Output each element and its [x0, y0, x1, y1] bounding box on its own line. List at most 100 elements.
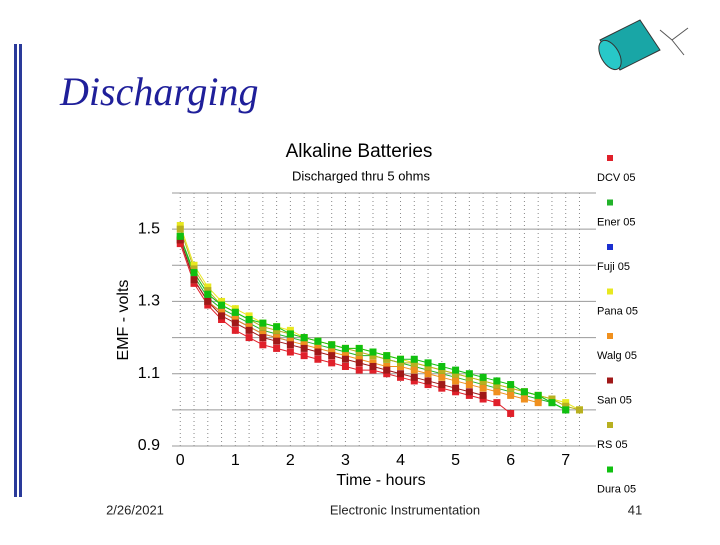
- point: [300, 337, 308, 345]
- point: [438, 366, 446, 374]
- point: [204, 294, 212, 302]
- point: [424, 359, 432, 367]
- point: [314, 344, 322, 352]
- point: [479, 384, 487, 392]
- point: [231, 308, 239, 316]
- point: [493, 384, 501, 392]
- point: [534, 395, 542, 403]
- point: [369, 366, 377, 374]
- point: [328, 348, 336, 356]
- point: [259, 323, 267, 331]
- point: [465, 373, 473, 381]
- point: [465, 391, 473, 399]
- x-tick-label: 5: [451, 452, 460, 469]
- point: [231, 326, 239, 334]
- legend-swatch: [607, 377, 613, 384]
- footer-course: Electronic Instrumentation: [330, 502, 480, 517]
- point: [369, 348, 377, 356]
- point: [452, 377, 460, 385]
- point: [273, 330, 281, 338]
- slide-title: Discharging: [59, 69, 259, 114]
- point: [410, 366, 418, 374]
- point: [245, 334, 253, 342]
- point: [452, 384, 460, 392]
- legend-swatch: [607, 333, 613, 339]
- point: [190, 265, 198, 273]
- point: [562, 399, 570, 407]
- chart-subtitle: Discharged thru 5 ohms: [292, 168, 431, 183]
- point: [300, 352, 308, 360]
- point: [355, 352, 363, 360]
- point: [534, 399, 542, 407]
- point: [452, 366, 460, 374]
- point: [204, 290, 212, 298]
- point: [383, 370, 391, 378]
- legend-label: DCV 05: [597, 172, 636, 184]
- x-tick-label: 0: [176, 452, 185, 469]
- point: [245, 323, 253, 331]
- point: [465, 370, 473, 378]
- point: [204, 283, 212, 291]
- point: [314, 348, 322, 356]
- point: [507, 384, 515, 392]
- point: [314, 355, 322, 363]
- series-line: [179, 225, 580, 411]
- y-tick-label: 0.9: [138, 437, 160, 454]
- point: [176, 232, 184, 240]
- point: [355, 355, 363, 363]
- point: [493, 388, 501, 396]
- point: [259, 326, 267, 334]
- point: [424, 381, 432, 389]
- legend-label: Dura 05: [597, 483, 636, 495]
- point: [383, 352, 391, 360]
- legend-label: San 05: [597, 394, 632, 406]
- point: [438, 362, 446, 370]
- point: [341, 362, 349, 370]
- point: [341, 352, 349, 360]
- point: [218, 297, 226, 305]
- point: [204, 297, 212, 305]
- legend-swatch: [607, 199, 613, 206]
- point: [424, 362, 432, 370]
- point: [507, 391, 515, 399]
- point: [314, 337, 322, 345]
- point: [424, 370, 432, 378]
- point: [245, 316, 253, 323]
- point: [424, 366, 432, 374]
- point: [176, 222, 184, 230]
- point: [176, 236, 184, 244]
- point: [575, 406, 583, 414]
- x-tick-label: 6: [506, 452, 515, 469]
- point: [190, 272, 198, 280]
- point: [479, 381, 487, 389]
- point: [300, 341, 308, 349]
- legend-swatch: [607, 155, 613, 161]
- point: [218, 316, 226, 323]
- point: [507, 381, 515, 389]
- point: [562, 406, 570, 414]
- point: [176, 225, 184, 233]
- point: [465, 377, 473, 385]
- footer-page: 41: [628, 502, 642, 517]
- point: [548, 395, 556, 403]
- point: [369, 359, 377, 367]
- point: [286, 341, 294, 349]
- point: [410, 359, 418, 367]
- point: [438, 370, 446, 378]
- point: [286, 337, 294, 345]
- point: [355, 359, 363, 367]
- point: [369, 362, 377, 370]
- point: [231, 316, 239, 323]
- point: [397, 362, 405, 370]
- chart-title: Alkaline Batteries: [286, 141, 433, 162]
- legend-swatch: [607, 288, 613, 295]
- point: [397, 355, 405, 363]
- point: [286, 348, 294, 356]
- x-tick-label: 4: [396, 452, 405, 469]
- point: [438, 381, 446, 389]
- legend-label: RS 05: [597, 439, 628, 451]
- x-tick-label: 3: [341, 452, 350, 469]
- legend-swatch: [607, 422, 613, 428]
- point: [190, 279, 198, 287]
